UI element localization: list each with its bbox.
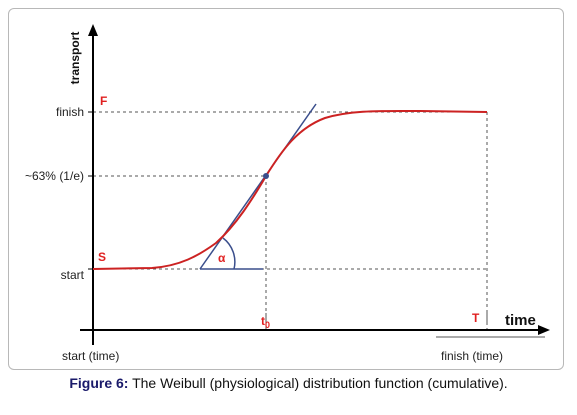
x-axis-title: time <box>505 312 536 329</box>
y-axis-arrow <box>88 24 98 36</box>
axis-ticks <box>88 111 93 270</box>
marker-F: F <box>100 94 107 108</box>
figure-frame <box>8 8 564 370</box>
figure-caption: Figure 6: The Weibull (physiological) di… <box>0 375 577 391</box>
marker-t0-base: t <box>261 314 265 328</box>
x-label-finish: finish (time) <box>441 349 503 363</box>
x-axis-arrow <box>538 325 550 335</box>
y-axis-title: transport <box>68 32 82 85</box>
guide-lines <box>93 111 488 330</box>
y-label-mid: ~63% (1/e) <box>25 169 84 183</box>
marker-t0: t0 <box>261 314 270 330</box>
inflection-point <box>263 173 269 179</box>
y-label-start: start <box>61 268 85 282</box>
caption-text: The Weibull (physiological) distribution… <box>128 375 508 391</box>
tangent-line <box>199 103 317 270</box>
angle-arc <box>222 237 236 270</box>
marker-alpha: α <box>218 251 226 265</box>
marker-t0-sub: 0 <box>265 320 270 330</box>
y-label-finish: finish <box>56 105 84 119</box>
marker-T: T <box>472 311 480 325</box>
caption-label: Figure 6: <box>69 375 129 391</box>
x-label-start: start (time) <box>62 349 119 363</box>
marker-S: S <box>98 250 106 264</box>
weibull-curve <box>92 109 488 270</box>
